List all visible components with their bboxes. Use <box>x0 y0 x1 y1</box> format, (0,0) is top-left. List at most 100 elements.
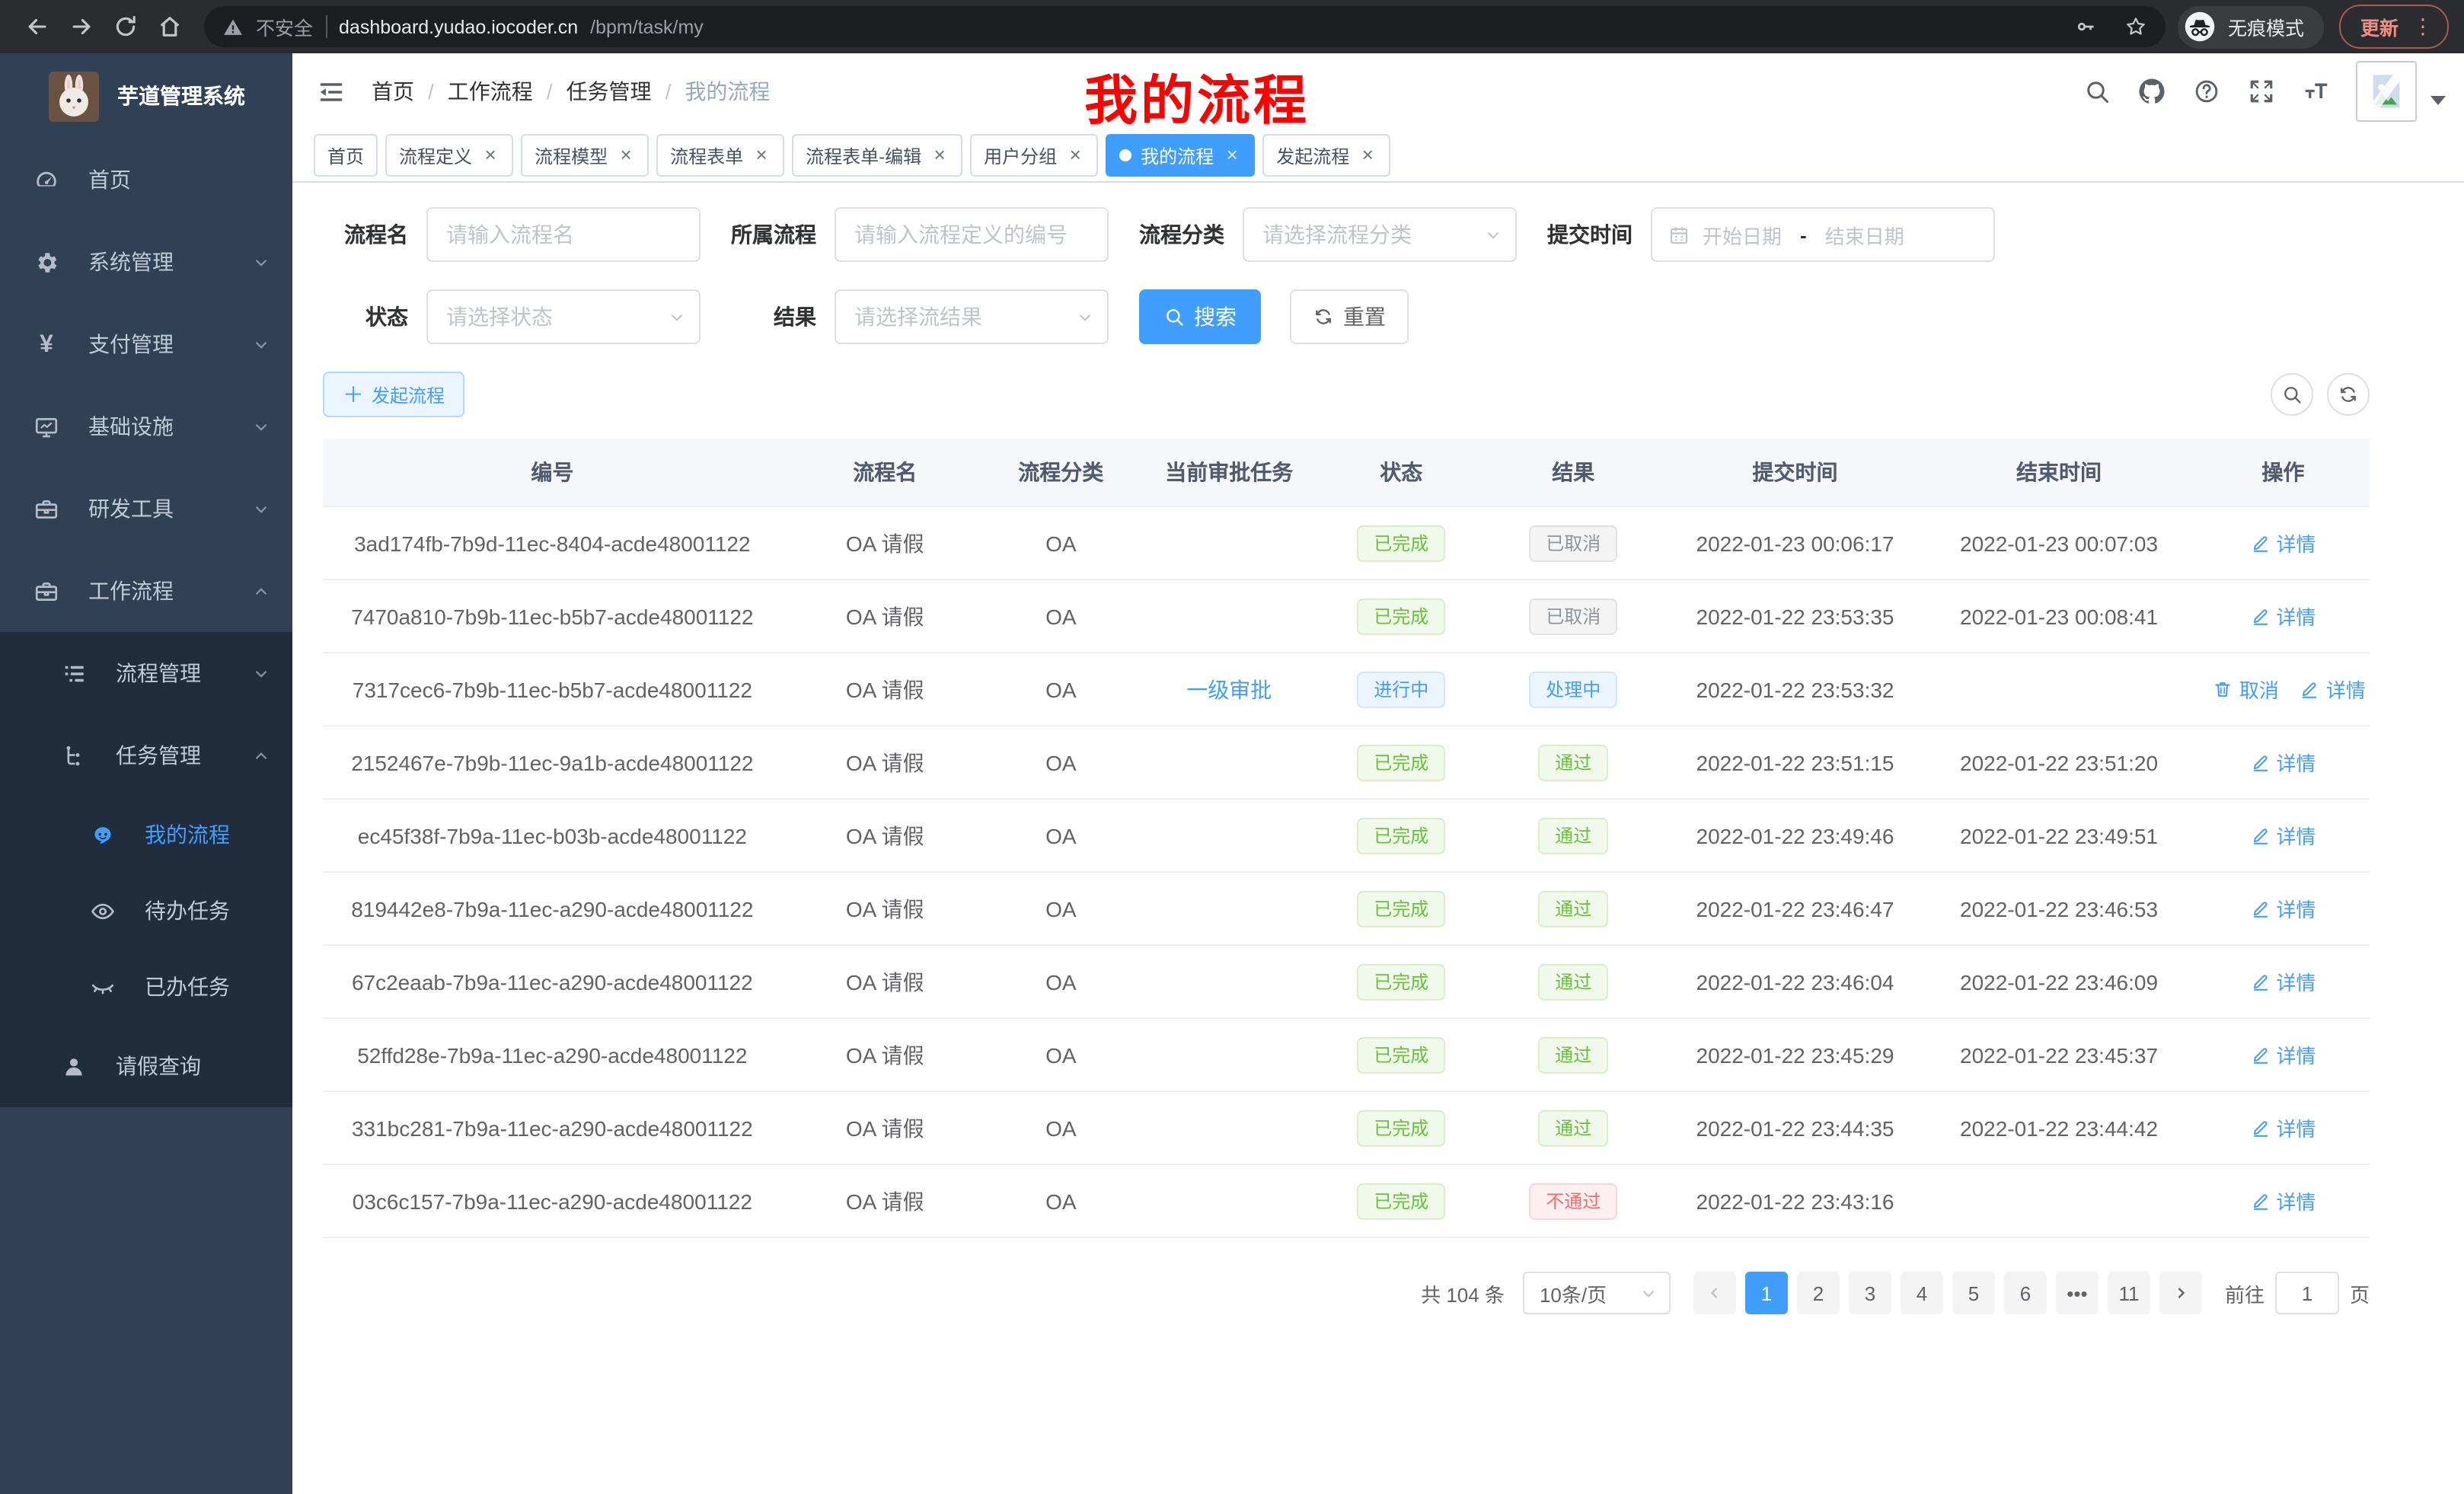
app-title: 芋道管理系统 <box>117 84 245 108</box>
detail-action[interactable]: 详情 <box>2300 675 2366 704</box>
cell-actions: 详情 <box>2196 945 2370 1019</box>
sidebar-item-leave-query[interactable]: 请假查询 <box>0 1025 292 1107</box>
cell-category: OA <box>988 1018 1134 1092</box>
category-select[interactable]: 请选择流程分类 <box>1243 207 1517 262</box>
font-size-icon[interactable] <box>2303 78 2330 105</box>
cell-result: 处理中 <box>1477 653 1669 726</box>
goto-label: 前往 <box>2224 1283 2265 1306</box>
date-range-picker[interactable]: 开始日期 - 结束日期 <box>1651 207 1995 262</box>
tab-start-process[interactable]: 发起流程 × <box>1262 134 1391 177</box>
help-icon[interactable] <box>2193 78 2220 105</box>
start-process-button[interactable]: ＋ 发起流程 <box>323 372 465 417</box>
forward-icon[interactable] <box>69 14 94 40</box>
close-icon[interactable]: × <box>1361 143 1374 166</box>
close-icon[interactable]: × <box>755 143 768 166</box>
sidebar-item-task-management[interactable]: 任务管理 <box>0 714 292 796</box>
page-button-1[interactable]: 1 <box>1744 1272 1788 1314</box>
close-icon[interactable]: × <box>1069 143 1081 166</box>
detail-action[interactable]: 详情 <box>2250 821 2316 850</box>
close-icon[interactable]: × <box>620 143 632 166</box>
page-button-4[interactable]: 4 <box>1900 1272 1943 1314</box>
edit-icon <box>2250 533 2270 553</box>
reset-button[interactable]: 重置 <box>1290 289 1409 344</box>
detail-action[interactable]: 详情 <box>2250 602 2316 630</box>
breadcrumb-item[interactable]: 首页 <box>372 79 414 104</box>
chevron-down-icon <box>1483 225 1503 244</box>
page-button-6[interactable]: 6 <box>2003 1272 2047 1314</box>
sidebar-item-done-tasks[interactable]: 已办任务 <box>0 949 292 1025</box>
page-button-5[interactable]: 5 <box>1952 1272 1995 1314</box>
insecure-warning-icon[interactable] <box>222 16 244 37</box>
url-bar[interactable]: 不安全 dashboard.yudao.iocoder.cn /bpm/task… <box>204 6 2166 47</box>
fullscreen-icon[interactable] <box>2248 78 2275 105</box>
cell-current-task <box>1133 799 1325 873</box>
prev-page-button[interactable] <box>1693 1272 1736 1314</box>
search-button[interactable]: 搜索 <box>1139 289 1261 344</box>
close-icon[interactable]: × <box>1226 143 1238 166</box>
breadcrumb-item[interactable]: 工作流程 <box>447 79 533 104</box>
detail-action[interactable]: 详情 <box>2250 894 2316 923</box>
tab-process-definition[interactable]: 流程定义 × <box>385 134 514 177</box>
back-icon[interactable] <box>24 14 50 40</box>
logo-bar[interactable]: 芋道管理系统 <box>0 53 292 139</box>
refresh-table-button[interactable] <box>2327 373 2370 416</box>
detail-action[interactable]: 详情 <box>2250 528 2316 557</box>
process-id-input[interactable] <box>836 222 1107 247</box>
cell-status: 已完成 <box>1324 1018 1478 1092</box>
process-name-input[interactable] <box>428 222 699 247</box>
update-button[interactable]: 更新 ⋮ <box>2338 5 2449 49</box>
result-select[interactable]: 请选择流结果 <box>835 289 1109 344</box>
status-badge: 已完成 <box>1357 890 1446 927</box>
key-icon[interactable] <box>2074 15 2097 38</box>
tab-home[interactable]: 首页 <box>314 134 378 177</box>
detail-action[interactable]: 详情 <box>2250 1040 2316 1069</box>
sidebar-item-workflow[interactable]: 工作流程 <box>0 550 292 632</box>
sidebar-item-my-process[interactable]: 我的流程 <box>0 796 292 873</box>
goto-page-input[interactable] <box>2274 1272 2339 1314</box>
cancel-action[interactable]: 取消 <box>2213 675 2279 704</box>
current-task-link[interactable]: 一级审批 <box>1186 677 1272 701</box>
browser-menu-icon[interactable]: ⋮ <box>2412 14 2434 38</box>
avatar[interactable] <box>2356 61 2417 122</box>
tab-process-form[interactable]: 流程表单 × <box>656 134 785 177</box>
sidebar-item-todo-tasks[interactable]: 待办任务 <box>0 873 292 949</box>
github-icon[interactable] <box>2138 78 2166 105</box>
star-icon[interactable] <box>2124 15 2147 38</box>
tab-process-model[interactable]: 流程模型 × <box>521 134 650 177</box>
detail-action[interactable]: 详情 <box>2250 967 2316 996</box>
next-page-button[interactable] <box>2159 1272 2202 1314</box>
sidebar-item-label: 请假查询 <box>116 1054 201 1078</box>
sidebar-item-home[interactable]: 首页 <box>0 139 292 221</box>
tab-process-form-edit[interactable]: 流程表单-编辑 × <box>792 134 963 177</box>
hamburger-icon[interactable] <box>317 77 346 106</box>
toggle-search-button[interactable] <box>2271 373 2313 416</box>
result-badge: 通过 <box>1538 963 1609 1000</box>
sidebar-item-infrastructure[interactable]: 基础设施 <box>0 385 292 468</box>
reload-icon[interactable] <box>113 14 139 40</box>
cell-current-task <box>1133 579 1325 653</box>
search-icon[interactable] <box>2083 78 2111 105</box>
detail-action[interactable]: 详情 <box>2250 1186 2316 1215</box>
detail-action[interactable]: 详情 <box>2250 1113 2316 1142</box>
more-pages-button[interactable]: ••• <box>2055 1272 2099 1314</box>
status-select[interactable]: 请选择状态 <box>426 289 701 344</box>
chevron-down-icon[interactable] <box>2430 95 2446 112</box>
cell-end-time: 2022-01-22 23:49:51 <box>1921 799 2197 873</box>
detail-action[interactable]: 详情 <box>2250 748 2316 777</box>
home-icon[interactable] <box>157 14 183 40</box>
breadcrumb-item[interactable]: 任务管理 <box>566 79 652 104</box>
cell-submit-time: 2022-01-22 23:43:16 <box>1668 1164 1922 1238</box>
tab-user-group[interactable]: 用户分组 × <box>970 134 1099 177</box>
sidebar-item-payment-management[interactable]: ¥ 支付管理 <box>0 303 292 385</box>
close-icon[interactable]: × <box>484 143 496 166</box>
page-size-select[interactable]: 10条/页 <box>1522 1272 1671 1314</box>
page-button-3[interactable]: 3 <box>1848 1272 1891 1314</box>
tab-label: 首页 <box>327 145 365 167</box>
close-icon[interactable]: × <box>934 143 946 166</box>
sidebar-item-dev-tools[interactable]: 研发工具 <box>0 468 292 550</box>
tab-my-process[interactable]: 我的流程 × <box>1106 134 1256 177</box>
sidebar-item-process-management[interactable]: 流程管理 <box>0 632 292 714</box>
page-button-11[interactable]: 11 <box>2107 1272 2150 1314</box>
sidebar-item-system-management[interactable]: 系统管理 <box>0 221 292 303</box>
page-button-2[interactable]: 2 <box>1796 1272 1840 1314</box>
